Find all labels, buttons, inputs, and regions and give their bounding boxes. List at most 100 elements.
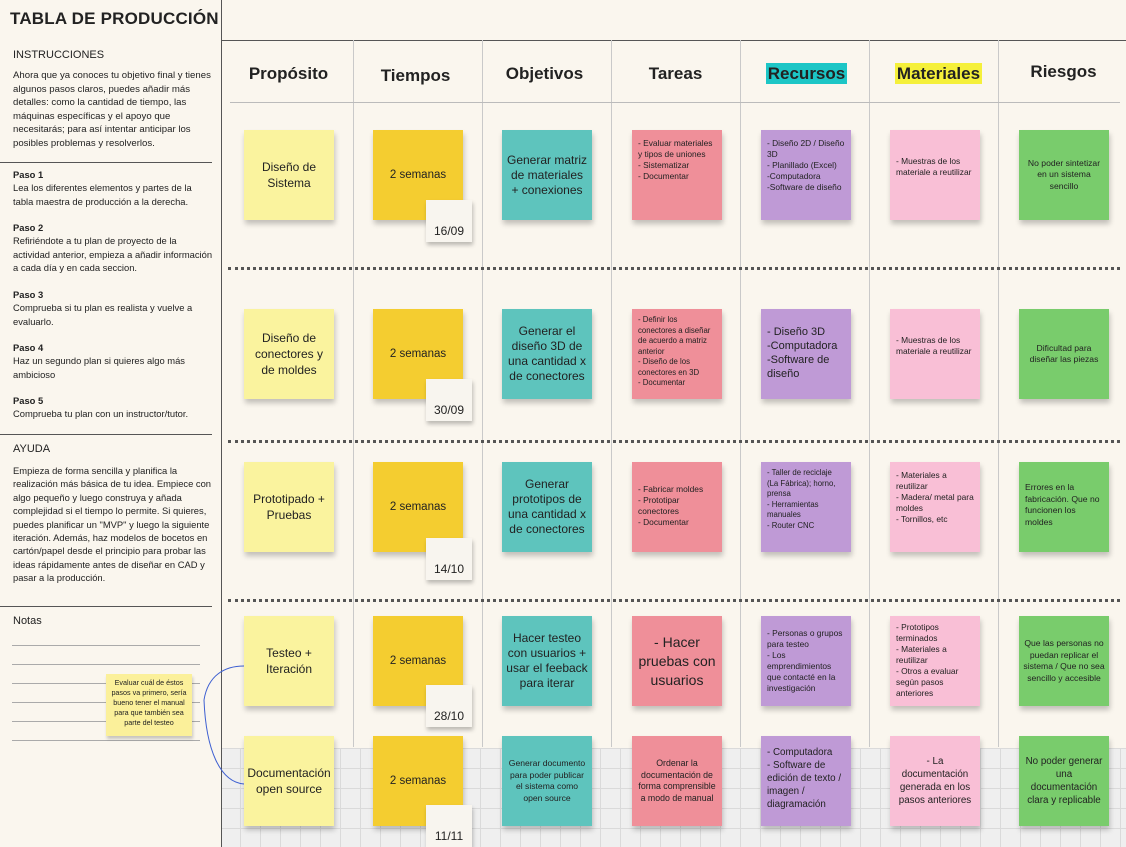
note-line: - Diseño de los conectores en 3D: [638, 357, 700, 377]
note-text: Prototipado + Pruebas: [253, 492, 325, 522]
sticky-note-objetivo[interactable]: Generar matriz de materiales + conexione…: [502, 130, 592, 220]
date-note[interactable]: 11/11: [426, 805, 472, 847]
sticky-note-materiales[interactable]: - La documentación generada en los pasos…: [890, 736, 980, 826]
note-text: Generar matriz de materiales + conexione…: [506, 152, 588, 197]
column-separator: [611, 40, 612, 747]
column-header-label: Objetivos: [505, 64, 584, 83]
note-text: Dificultad para diseñar las piezas: [1029, 342, 1099, 365]
sticky-note-materiales[interactable]: - Muestras de los materiale a reutilizar: [890, 130, 980, 220]
sticky-note-recursos[interactable]: - Diseño 3D -Computadora -Software de dise…: [761, 309, 851, 399]
date-note[interactable]: 30/09: [426, 379, 472, 421]
note-line: - Prototipar conectores: [638, 495, 680, 516]
sticky-note-objetivo[interactable]: Hacer testeo con usuarios + usar el feeb…: [502, 616, 592, 706]
column-header-label: Propósito: [248, 64, 329, 83]
note-line: - Planillado (Excel): [767, 160, 837, 170]
sticky-note-materiales[interactable]: - Muestras de los materiale a reutilizar: [890, 309, 980, 399]
note-line: - Tornillos, etc: [896, 514, 948, 524]
note-line: - Documentar: [638, 171, 689, 181]
date-note[interactable]: 16/09: [426, 200, 472, 242]
sticky-note-proposito[interactable]: Prototipado + Pruebas: [244, 462, 334, 552]
column-separator: [482, 40, 483, 747]
sticky-note-recursos[interactable]: - Diseño 2D / Diseño 3D - Planillado (Exc…: [761, 130, 851, 220]
sticky-note-tareas[interactable]: - Hacer pruebas con usuarios: [632, 616, 722, 706]
row-divider: [228, 599, 1120, 602]
note-line: - Materiales a reutilizar: [896, 644, 947, 665]
step-label: Paso 2: [13, 222, 44, 233]
row-divider: [228, 440, 1120, 443]
step-text: Comprueba si tu plan es realista y vuelv…: [13, 302, 193, 327]
step-4: Paso 4 Haz un segundo plan si quieres alg…: [13, 341, 213, 381]
sticky-note-riesgos[interactable]: No poder generar una documentación clara…: [1019, 736, 1109, 826]
divider: [0, 434, 212, 435]
note-line: - Otros a evaluar según pasos anteriores: [896, 666, 959, 698]
note-line: Ordenar la documentación de forma compre…: [638, 758, 716, 803]
sticky-note-materiales[interactable]: - Prototipos terminados - Materiales a re…: [890, 616, 980, 706]
note-text: Que las personas no puedan replicar el s…: [1023, 638, 1105, 683]
note-line: - Madera/ metal para moldes: [896, 492, 974, 513]
note-text: Errores en la fabricación. Que no funcio…: [1025, 482, 1100, 527]
column-header-riesgos: Riesgos: [1005, 62, 1122, 82]
sticky-note-tareas[interactable]: - Evaluar materiales y tipos de uniones -…: [632, 130, 722, 220]
column-separator: [740, 40, 741, 747]
note-line: [12, 664, 200, 665]
column-header-label: Tareas: [648, 64, 703, 83]
sticky-note-objetivo[interactable]: Generar documento para poder publicar el…: [502, 736, 592, 826]
sticky-note-riesgos[interactable]: Que las personas no puedan replicar el s…: [1019, 616, 1109, 706]
sticky-note-recursos[interactable]: - Taller de reciclaje (La Fábrica); horn…: [761, 462, 851, 552]
arrow-to-testeo: [203, 665, 245, 701]
column-header-proposito: Propósito: [230, 64, 347, 84]
column-separator: [869, 40, 870, 747]
note-line: - Taller de reciclaje (La Fábrica); horn…: [767, 468, 836, 498]
sticky-note-proposito[interactable]: Documentación open source: [244, 736, 334, 826]
note-line: - Materiales a reutilizar: [896, 470, 947, 491]
sticky-note-tiempo[interactable]: 2 semanas: [373, 462, 463, 552]
row-divider: [228, 267, 1120, 270]
note-line: - Personas o grupos para testeo: [767, 628, 843, 649]
instructions-heading: INSTRUCCIONES: [13, 49, 105, 61]
help-text: Empieza de forma sencilla y planifica la…: [13, 465, 212, 584]
column-header-materiales: Materiales: [880, 63, 997, 84]
step-5: Paso 5 Comprueba tu plan con un instructo…: [13, 394, 213, 421]
sticky-note-riesgos[interactable]: No poder sintetizar en un sistema sencil…: [1019, 130, 1109, 220]
sticky-note-objetivo[interactable]: Generar prototipos de una cantidad x de …: [502, 462, 592, 552]
column-header-objetivos: Objetivos: [486, 64, 603, 84]
note-line: [12, 740, 200, 741]
sticky-note-tareas[interactable]: - Definir los conectores a diseñar de ac…: [632, 309, 722, 399]
column-header-label: Materiales: [894, 63, 983, 84]
step-2: Paso 2 Refiriéndote a tu plan de proyecto…: [13, 221, 213, 274]
note-line: -Software de diseño: [767, 354, 830, 380]
sticky-note-objetivo[interactable]: Generar el diseño 3D de una cantidad x d…: [502, 309, 592, 399]
note-line: - Muestras de los materiale a reutilizar: [896, 335, 972, 356]
note-line: - Fabricar moldes: [638, 484, 704, 494]
note-line: -Computadora: [767, 171, 821, 181]
note-text: Diseño de Sistema: [261, 160, 317, 190]
sticky-note-materiales[interactable]: - Materiales a reutilizar - Madera/ metal…: [890, 462, 980, 552]
note-text: Generar el diseño 3D de una cantidad x d…: [507, 324, 587, 383]
note-line: - Muestras de los materiale a reutilizar: [896, 156, 972, 177]
date-note[interactable]: 28/10: [426, 685, 472, 727]
sticky-note-riesgos[interactable]: Errores en la fabricación. Que no funcio…: [1019, 462, 1109, 552]
sticky-note-riesgos[interactable]: Dificultad para diseñar las piezas: [1019, 309, 1109, 399]
sticky-note-recursos[interactable]: - Personas o grupos para testeo - Los emp…: [761, 616, 851, 706]
note-line: - Computadora: [767, 747, 833, 758]
note-line: - Diseño 2D / Diseño 3D: [767, 138, 845, 159]
divider: [0, 606, 212, 607]
sticky-note-proposito[interactable]: Diseño de conectores y de moldes: [244, 309, 334, 399]
note-line: -Computadora: [767, 340, 838, 352]
sticky-note-tareas[interactable]: Ordenar la documentación de forma compre…: [632, 736, 722, 826]
note-line: - Prototipos terminados: [896, 622, 939, 643]
step-text: Comprueba tu plan con un instructor/tuto…: [13, 408, 189, 420]
note-line: - La documentación generada en los pasos…: [898, 756, 972, 806]
step-text: Haz un segundo plan si quieres algo más …: [13, 355, 185, 380]
note-line: - Definir los conectores a diseñar de ac…: [638, 315, 711, 356]
sticky-note-proposito[interactable]: Diseño de Sistema: [244, 130, 334, 220]
sticky-note-proposito[interactable]: Testeo + Iteración: [244, 616, 334, 706]
sticky-note-tareas[interactable]: - Fabricar moldes - Prototipar conectores…: [632, 462, 722, 552]
note-text: No poder sintetizar en un sistema sencil…: [1027, 157, 1101, 191]
note-line: - Evaluar materiales y tipos de uniones: [638, 138, 713, 159]
date-note[interactable]: 14/10: [426, 538, 472, 580]
note-line: - Los emprendimientos que contacté en la…: [767, 650, 836, 693]
sticky-comment-note[interactable]: Evaluar cuál de éstos pasos va primero, …: [106, 674, 192, 736]
instructions-panel: TABLA DE PRODUCCIÓN INSTRUCCIONES Ahora …: [0, 0, 222, 847]
sticky-note-recursos[interactable]: - Computadora - Software de edición de te…: [761, 736, 851, 826]
